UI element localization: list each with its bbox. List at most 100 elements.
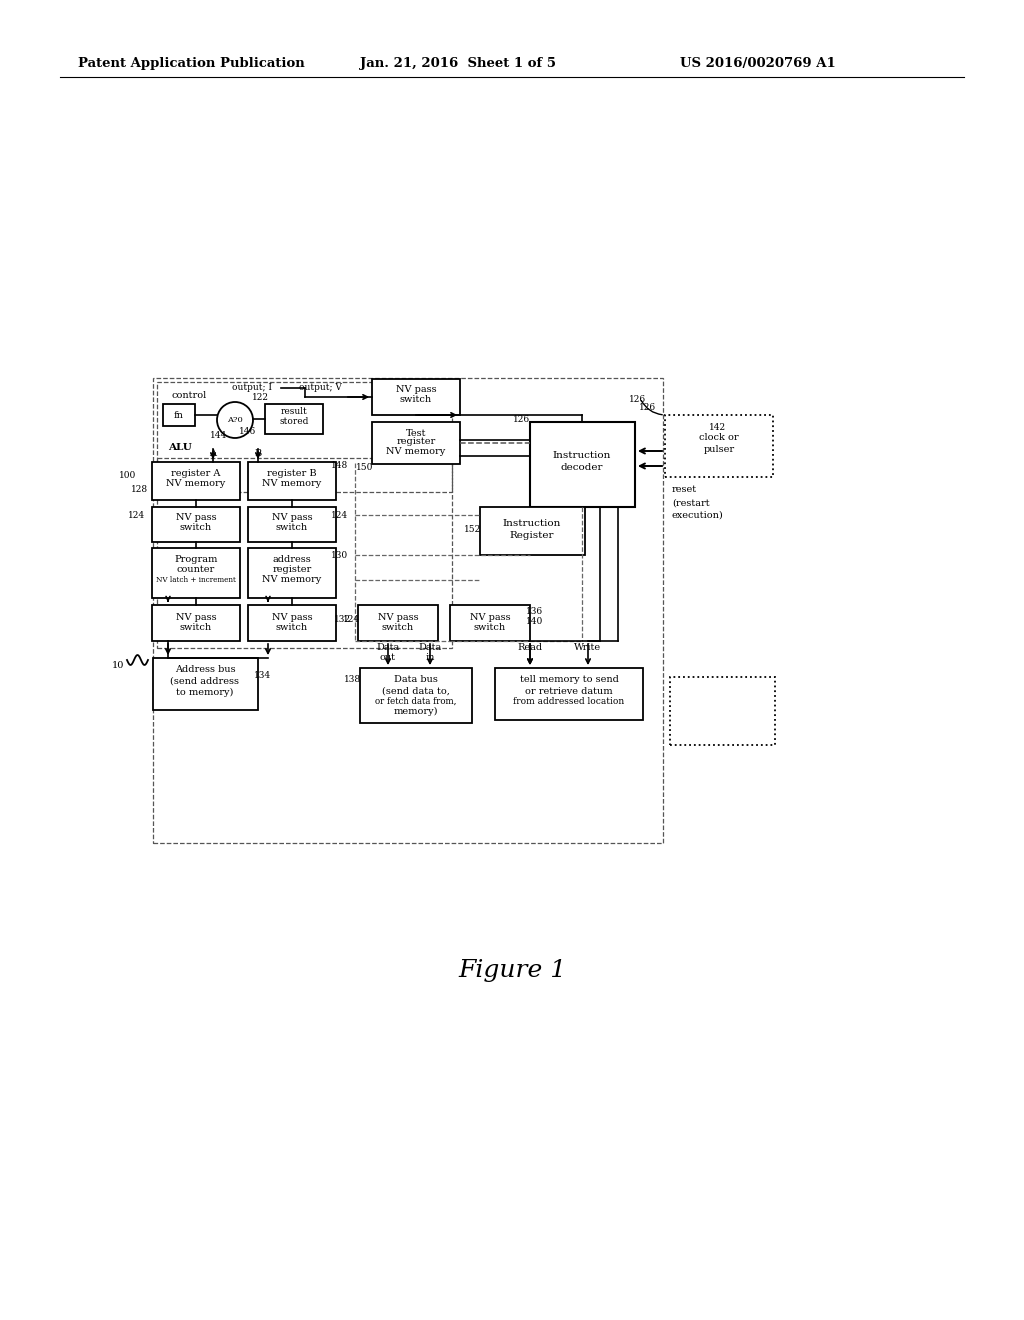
Text: register: register <box>396 437 435 446</box>
Bar <box>450 605 530 642</box>
Bar <box>670 677 775 744</box>
Text: 124: 124 <box>128 511 145 520</box>
Bar <box>665 414 773 477</box>
Bar <box>265 404 323 434</box>
Text: 100: 100 <box>120 470 136 479</box>
Text: NV pass: NV pass <box>271 612 312 622</box>
Bar <box>372 422 460 465</box>
Text: NV memory: NV memory <box>262 576 322 585</box>
Text: 134: 134 <box>254 672 271 681</box>
Bar <box>248 548 336 598</box>
Text: tell memory to send: tell memory to send <box>519 676 618 685</box>
Text: NV memory: NV memory <box>166 479 225 488</box>
Text: NV pass: NV pass <box>378 612 419 622</box>
Text: 150: 150 <box>356 462 374 471</box>
Text: 146: 146 <box>240 428 257 437</box>
Text: 132: 132 <box>334 615 350 624</box>
Text: B: B <box>254 449 261 458</box>
Bar <box>157 381 452 492</box>
Bar <box>372 379 460 414</box>
Text: 124: 124 <box>343 615 360 624</box>
Text: Data: Data <box>419 644 441 652</box>
Text: Figure 1: Figure 1 <box>458 958 566 982</box>
Text: NV pass: NV pass <box>271 513 312 523</box>
Text: Write: Write <box>574 644 601 652</box>
Text: NV pass: NV pass <box>176 513 216 523</box>
Text: from addressed location: from addressed location <box>513 697 625 706</box>
Bar <box>248 507 336 543</box>
Text: 142: 142 <box>710 422 727 432</box>
Text: 10: 10 <box>112 661 124 671</box>
Bar <box>360 668 472 723</box>
Text: or fetch data from,: or fetch data from, <box>375 697 457 705</box>
Text: 124: 124 <box>332 511 348 520</box>
Text: NV pass: NV pass <box>470 612 510 622</box>
Text: 126: 126 <box>513 416 530 425</box>
Text: control: control <box>172 391 207 400</box>
Text: (send data to,: (send data to, <box>382 686 450 696</box>
Text: Program: Program <box>174 556 218 565</box>
Text: NV memory: NV memory <box>262 479 322 488</box>
Bar <box>163 404 195 426</box>
Text: output; I: output; I <box>232 384 272 392</box>
Text: Register: Register <box>510 531 554 540</box>
Bar <box>152 507 240 543</box>
Text: fn: fn <box>174 411 184 420</box>
Text: execution): execution) <box>672 511 724 520</box>
Text: 152: 152 <box>464 525 481 535</box>
Bar <box>152 548 240 598</box>
Text: register A: register A <box>171 470 221 479</box>
Text: A?0: A?0 <box>227 416 243 424</box>
Text: 126: 126 <box>639 404 656 412</box>
Text: switch: switch <box>275 623 308 631</box>
Bar <box>480 507 585 554</box>
Text: switch: switch <box>474 623 506 631</box>
Bar <box>152 462 240 500</box>
Text: 140: 140 <box>526 618 544 627</box>
Text: Patent Application Publication: Patent Application Publication <box>78 57 305 70</box>
Bar <box>358 605 438 642</box>
Text: Jan. 21, 2016  Sheet 1 of 5: Jan. 21, 2016 Sheet 1 of 5 <box>360 57 556 70</box>
Text: A: A <box>210 449 216 458</box>
Text: 126: 126 <box>630 396 646 404</box>
Text: Test: Test <box>406 429 426 437</box>
Text: NV memory: NV memory <box>386 447 445 457</box>
Text: US 2016/0020769 A1: US 2016/0020769 A1 <box>680 57 836 70</box>
Text: 128: 128 <box>131 486 148 495</box>
Text: or retrieve datum: or retrieve datum <box>525 686 612 696</box>
Text: Address bus: Address bus <box>175 665 236 675</box>
Text: NV pass: NV pass <box>395 385 436 395</box>
Text: Data bus: Data bus <box>394 676 438 685</box>
Text: memory): memory) <box>394 706 438 715</box>
Text: 144: 144 <box>210 430 227 440</box>
Text: switch: switch <box>275 524 308 532</box>
Bar <box>153 657 258 710</box>
Text: Read: Read <box>517 644 543 652</box>
Text: Data: Data <box>377 644 399 652</box>
Bar <box>153 378 663 843</box>
Text: switch: switch <box>400 396 432 404</box>
Text: stored: stored <box>280 417 308 425</box>
Text: ALU: ALU <box>168 442 191 451</box>
Text: 136: 136 <box>526 607 544 616</box>
Text: counter: counter <box>177 565 215 574</box>
Text: address: address <box>272 556 311 565</box>
Text: output; V: output; V <box>299 384 341 392</box>
Text: register B: register B <box>267 470 316 479</box>
Text: NV pass: NV pass <box>176 612 216 622</box>
Text: out: out <box>380 653 396 663</box>
Text: register: register <box>272 565 311 574</box>
Text: (send address: (send address <box>171 676 240 685</box>
Text: switch: switch <box>382 623 414 631</box>
Text: in: in <box>425 653 434 663</box>
Text: clock or: clock or <box>699 433 738 442</box>
Bar <box>152 605 240 642</box>
Bar <box>157 458 452 648</box>
Text: switch: switch <box>180 623 212 631</box>
Text: 130: 130 <box>332 550 348 560</box>
Bar <box>248 462 336 500</box>
Bar <box>248 605 336 642</box>
Text: reset: reset <box>672 486 697 495</box>
Text: pulser: pulser <box>703 445 734 454</box>
Text: 148: 148 <box>332 462 348 470</box>
